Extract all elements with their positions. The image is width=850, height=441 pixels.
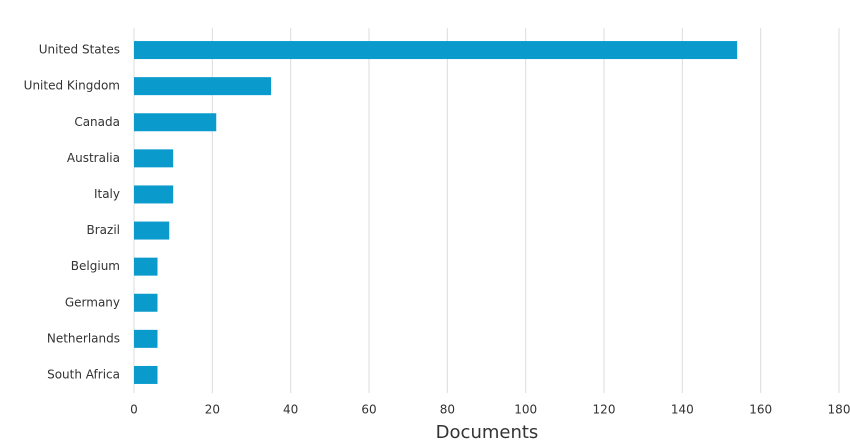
y-tick-label: South Africa <box>47 367 120 381</box>
x-axis-title: Documents <box>436 422 539 441</box>
y-tick-label: Belgium <box>71 259 120 273</box>
x-tick-label: 160 <box>749 403 772 417</box>
bar <box>134 113 217 132</box>
x-tick-label: 60 <box>361 403 376 417</box>
bar <box>134 365 158 384</box>
y-tick-label: Netherlands <box>47 331 120 345</box>
y-tick-label: Brazil <box>87 223 121 237</box>
bar <box>134 221 170 240</box>
bar <box>134 41 738 60</box>
y-tick-label: United States <box>39 43 120 57</box>
x-tick-label: 0 <box>130 403 138 417</box>
bar <box>134 329 158 348</box>
y-tick-label: Canada <box>74 115 120 129</box>
bar <box>134 185 174 204</box>
x-tick-label: 180 <box>828 403 850 417</box>
x-tick-label: 100 <box>514 403 537 417</box>
x-tick-label: 80 <box>440 403 455 417</box>
bar <box>134 149 174 168</box>
bar <box>134 77 272 96</box>
x-tick-label: 40 <box>283 403 298 417</box>
y-tick-label: United Kingdom <box>24 79 120 93</box>
bar <box>134 293 158 312</box>
bar <box>134 257 158 276</box>
y-tick-label: Australia <box>67 151 120 165</box>
x-tick-label: 140 <box>671 403 694 417</box>
x-tick-label: 120 <box>593 403 616 417</box>
y-tick-label: Germany <box>65 295 120 309</box>
x-tick-label: 20 <box>205 403 220 417</box>
y-tick-label: Italy <box>94 187 120 201</box>
